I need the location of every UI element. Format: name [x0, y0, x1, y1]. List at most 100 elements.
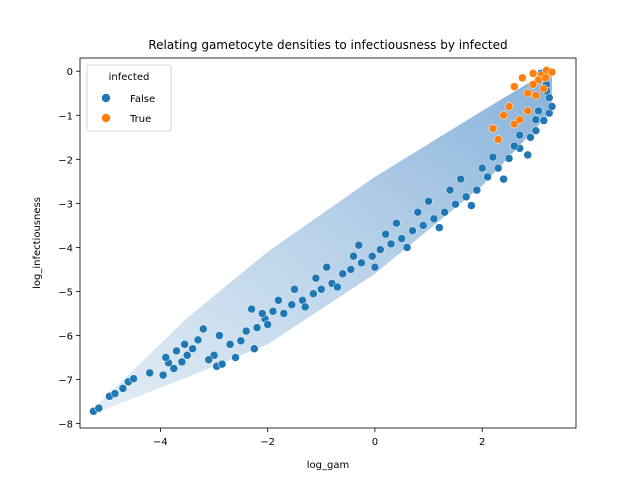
point-false: [193, 335, 203, 345]
point-false: [547, 102, 557, 111]
point-false: [309, 289, 318, 298]
point-false: [531, 126, 541, 135]
point-true: [510, 119, 519, 129]
point-true: [510, 82, 519, 91]
point-false: [408, 226, 417, 235]
point-false: [440, 207, 449, 217]
x-tick-label: 2: [479, 437, 485, 448]
x-tick-label: −4: [153, 437, 168, 448]
point-false: [467, 201, 476, 210]
point-false: [493, 163, 503, 173]
point-false: [252, 323, 262, 332]
y-tick-label: 0: [67, 67, 73, 78]
point-false: [217, 359, 227, 369]
point-false: [182, 351, 192, 360]
point-false: [180, 340, 189, 349]
point-true: [528, 69, 538, 78]
point-false: [158, 370, 168, 380]
point-true: [523, 106, 532, 116]
point-false: [338, 269, 347, 279]
legend-title: infected: [109, 72, 150, 83]
point-false: [300, 302, 310, 312]
y-tick-label: −4: [58, 243, 73, 254]
x-tick-label: −2: [260, 437, 275, 448]
chart-title: Relating gametocyte densities to infecti…: [148, 38, 507, 52]
point-false: [523, 150, 532, 160]
point-true: [531, 91, 541, 100]
point-false: [231, 353, 240, 362]
point-false: [268, 307, 278, 316]
point-false: [346, 265, 356, 274]
point-false: [392, 218, 401, 228]
point-false: [461, 192, 471, 202]
point-false: [456, 174, 465, 184]
point-false: [477, 163, 487, 173]
point-true: [528, 80, 538, 89]
y-tick-label: −6: [58, 332, 73, 343]
point-false: [94, 403, 104, 413]
point-false: [435, 223, 444, 232]
point-false: [290, 285, 299, 294]
point-false: [539, 116, 549, 125]
y-axis-label: log_infectiousness: [32, 197, 43, 289]
point-false: [381, 229, 390, 239]
point-false: [472, 185, 482, 195]
legend-label-false: False: [130, 94, 155, 105]
point-true: [539, 84, 549, 94]
point-false: [515, 130, 524, 140]
point-false: [204, 355, 213, 364]
point-false: [118, 384, 128, 393]
point-false: [311, 273, 321, 283]
point-false: [445, 185, 455, 195]
point-false: [526, 133, 535, 142]
dense-point-cloud: [96, 69, 552, 413]
point-true: [499, 111, 508, 120]
point-false: [225, 340, 235, 349]
y-axis: 0 −1 −2 −3 −4 −5 −6 −7 −8: [58, 67, 80, 431]
point-false: [263, 320, 272, 329]
x-axis: −4 −2 0 2: [153, 428, 485, 448]
legend-marker-false: [101, 93, 111, 103]
point-false: [424, 196, 433, 206]
legend-marker-true: [101, 113, 111, 123]
point-true: [488, 124, 498, 133]
point-false: [317, 285, 326, 294]
point-false: [354, 240, 364, 250]
point-false: [386, 239, 396, 249]
y-tick-label: −8: [58, 420, 73, 431]
y-tick-label: −5: [58, 287, 73, 298]
point-false: [413, 207, 423, 217]
legend-label-true: True: [129, 114, 151, 125]
point-true: [504, 102, 514, 111]
point-false: [215, 331, 224, 340]
point-false: [504, 154, 514, 163]
point-false: [274, 296, 283, 305]
point-false: [247, 304, 256, 314]
point-false: [322, 262, 331, 272]
point-false: [241, 326, 251, 336]
point-false: [451, 199, 460, 209]
point-true: [493, 135, 503, 144]
legend: infected False True: [86, 64, 172, 132]
point-false: [531, 115, 541, 124]
point-false: [376, 245, 385, 254]
point-false: [110, 389, 120, 398]
plot-area: [79, 57, 577, 429]
point-true: [523, 88, 532, 98]
point-false: [402, 243, 412, 252]
point-false: [236, 336, 246, 346]
point-false: [534, 106, 543, 116]
point-false: [499, 174, 508, 184]
point-false: [418, 221, 428, 230]
point-false: [510, 141, 519, 151]
point-false: [333, 282, 342, 292]
point-false: [258, 309, 267, 318]
point-false: [483, 172, 492, 182]
point-false: [488, 152, 498, 162]
point-false: [429, 214, 439, 224]
point-false: [199, 324, 208, 334]
point-false: [169, 364, 179, 373]
point-false: [357, 258, 366, 268]
data-points: [89, 66, 557, 416]
